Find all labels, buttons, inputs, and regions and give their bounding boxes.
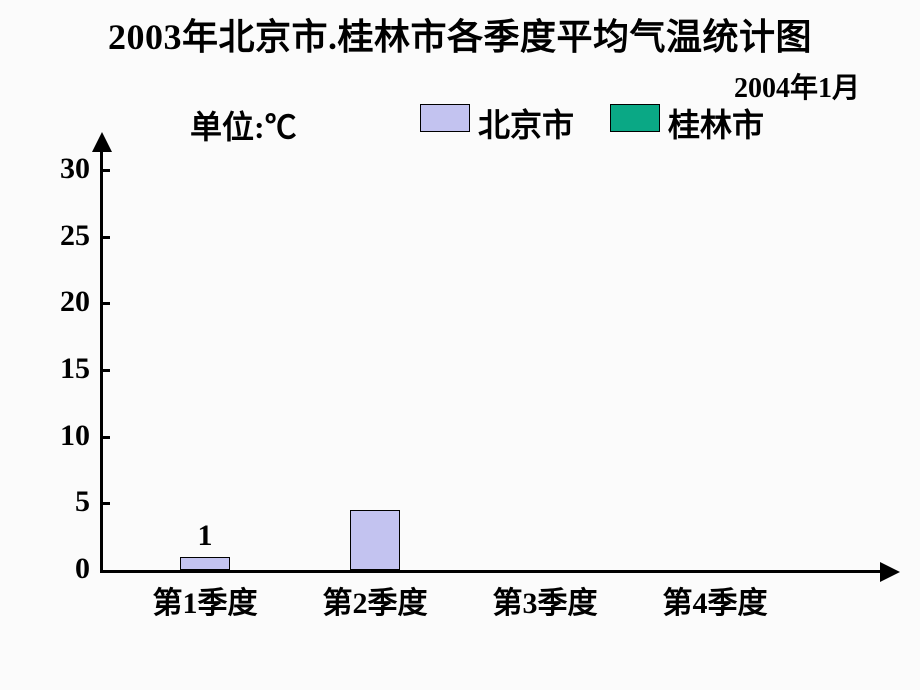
ytick-label: 5: [30, 485, 90, 519]
xlabel: 第2季度: [295, 578, 455, 622]
ytick-label: 10: [30, 419, 90, 453]
y-axis: [100, 150, 103, 570]
ytick-mark: [100, 236, 110, 239]
legend-swatch-1: [610, 104, 660, 132]
ytick-mark: [100, 436, 110, 439]
y-axis-arrow: [92, 132, 112, 152]
xlabel: 第4季度: [635, 578, 795, 622]
ytick-label: 25: [30, 219, 90, 253]
bar: [350, 510, 400, 570]
chart-title: 2003年北京市.桂林市各季度平均气温统计图: [0, 8, 920, 60]
ytick-mark: [100, 369, 110, 372]
x-axis-arrow: [880, 562, 900, 582]
ytick-mark: [100, 302, 110, 305]
ytick-label: 30: [30, 152, 90, 186]
ytick-label: 0: [30, 552, 90, 586]
x-axis: [100, 570, 880, 573]
bar: [180, 557, 230, 570]
legend-swatch-0: [420, 104, 470, 132]
bar-value-label: 1: [175, 519, 235, 553]
xlabel: 第3季度: [465, 578, 625, 622]
ytick-mark: [100, 169, 110, 172]
legend-label-0: 北京市: [478, 100, 574, 146]
ytick-mark: [100, 502, 110, 505]
ytick-label: 20: [30, 285, 90, 319]
unit-label: 单位:℃: [190, 102, 297, 148]
legend-label-1: 桂林市: [668, 100, 764, 146]
xlabel: 第1季度: [125, 578, 285, 622]
ytick-label: 15: [30, 352, 90, 386]
